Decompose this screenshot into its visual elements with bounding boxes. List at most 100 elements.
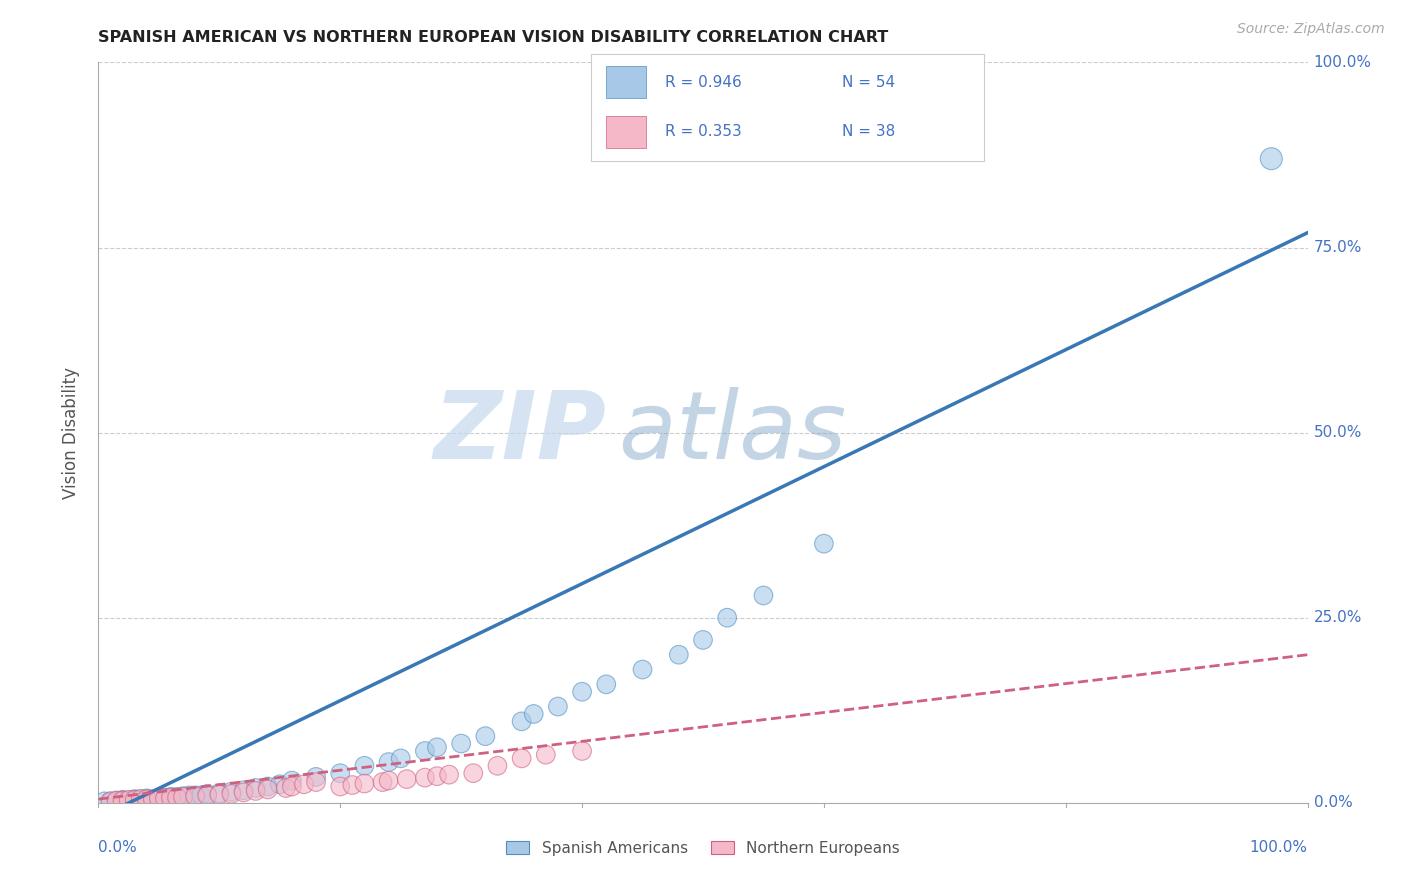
Point (195, 787, 218, 801)
Text: 75.0%: 75.0% (1313, 240, 1362, 255)
Point (389, 751, 412, 765)
Point (172, 789, 194, 804)
Point (208, 786, 231, 800)
Point (377, 773, 399, 788)
Point (118, 793, 141, 807)
Point (111, 794, 134, 808)
Text: atlas: atlas (619, 387, 846, 478)
Text: 100.0%: 100.0% (1313, 55, 1372, 70)
Point (124, 793, 146, 807)
FancyBboxPatch shape (606, 116, 645, 148)
Point (160, 789, 183, 804)
FancyBboxPatch shape (606, 66, 645, 98)
Point (413, 771, 436, 785)
Point (437, 767, 460, 781)
Point (274, 780, 297, 795)
Legend: Spanish Americans, Northern Europeans: Spanish Americans, Northern Europeans (501, 835, 905, 862)
Point (716, 610, 738, 624)
Point (184, 789, 207, 804)
Point (305, 770, 328, 784)
Point (160, 790, 183, 805)
Text: R = 0.353: R = 0.353 (665, 124, 742, 139)
Point (100, 794, 122, 808)
Text: N = 54: N = 54 (842, 75, 896, 90)
Point (426, 769, 449, 783)
Point (142, 792, 165, 806)
Point (148, 790, 170, 805)
Point (510, 714, 533, 729)
Point (395, 772, 418, 786)
Point (221, 787, 243, 801)
Point (135, 792, 157, 806)
Point (124, 792, 146, 806)
Point (179, 789, 201, 803)
Point (426, 740, 449, 755)
Point (100, 794, 122, 808)
Point (292, 777, 315, 791)
Point (353, 776, 375, 790)
Point (571, 685, 593, 699)
Point (166, 790, 188, 805)
Text: 50.0%: 50.0% (1313, 425, 1362, 440)
Point (595, 677, 617, 691)
Point (245, 780, 267, 795)
Point (329, 780, 352, 794)
Point (221, 785, 243, 799)
Point (111, 794, 134, 808)
Point (413, 744, 436, 758)
Point (190, 789, 212, 803)
Text: 100.0%: 100.0% (1250, 840, 1308, 855)
Point (305, 775, 328, 789)
Point (668, 648, 690, 662)
Point (153, 791, 176, 805)
Point (1260, 152, 1282, 166)
Point (148, 792, 170, 806)
Text: 0.0%: 0.0% (1313, 796, 1353, 810)
Y-axis label: Vision Disability: Vision Disability (62, 367, 80, 499)
Point (256, 782, 278, 797)
Point (105, 794, 128, 808)
Point (752, 589, 775, 603)
Point (93, 794, 115, 808)
Point (534, 747, 557, 762)
Point (129, 792, 152, 806)
Text: 0.0%: 0.0% (98, 840, 138, 855)
Point (184, 789, 207, 803)
Point (148, 791, 170, 805)
Point (232, 783, 254, 797)
Point (353, 758, 375, 772)
Point (124, 793, 146, 807)
Point (510, 751, 533, 765)
Point (166, 789, 188, 804)
Text: N = 38: N = 38 (842, 124, 896, 139)
Point (256, 780, 278, 794)
Point (813, 536, 835, 550)
Point (105, 794, 128, 808)
Point (135, 792, 157, 806)
Text: R = 0.946: R = 0.946 (665, 75, 742, 90)
Point (208, 788, 231, 802)
Point (450, 737, 472, 751)
Point (124, 793, 146, 807)
Point (160, 790, 183, 805)
Text: Source: ZipAtlas.com: Source: ZipAtlas.com (1237, 22, 1385, 37)
Point (135, 791, 157, 805)
Point (129, 792, 152, 806)
Point (153, 790, 176, 805)
Point (281, 773, 304, 788)
Point (692, 632, 714, 647)
Point (329, 766, 352, 780)
Point (463, 766, 485, 780)
Point (631, 663, 654, 677)
Point (172, 789, 194, 804)
Point (342, 778, 364, 792)
Point (371, 775, 394, 789)
Point (232, 785, 254, 799)
Point (547, 699, 569, 714)
Point (118, 794, 141, 808)
Point (111, 794, 134, 808)
Point (523, 706, 546, 721)
Point (245, 784, 267, 798)
Point (571, 744, 593, 758)
Text: SPANISH AMERICAN VS NORTHERN EUROPEAN VISION DISABILITY CORRELATION CHART: SPANISH AMERICAN VS NORTHERN EUROPEAN VI… (98, 29, 889, 45)
